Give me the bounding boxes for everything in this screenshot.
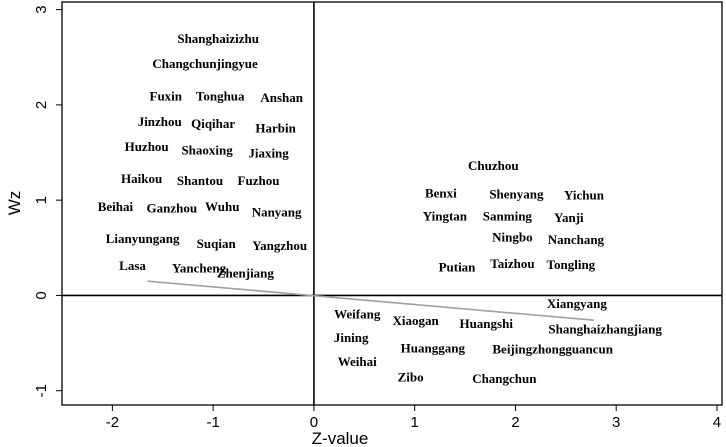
point-label: Weihai: [338, 354, 377, 369]
y-tick-label: 2: [33, 101, 50, 109]
point-label: Xiangyang: [547, 296, 607, 311]
point-label: Haikou: [121, 171, 162, 186]
point-label: Xiaogan: [393, 313, 440, 328]
point-label: Yangzhou: [252, 238, 307, 253]
reference-lines: [62, 2, 722, 405]
point-label: Shaoxing: [181, 143, 233, 158]
point-label: Weifang: [334, 306, 381, 321]
y-tick-label: 1: [33, 196, 50, 204]
point-label: Zibo: [398, 369, 424, 384]
point-label: Huanggang: [401, 341, 466, 356]
point-label: Huzhou: [125, 139, 169, 154]
regression-line: [147, 280, 595, 322]
point-label: Changchunjingyue: [152, 56, 258, 71]
point-label: Taizhou: [490, 256, 534, 271]
point-label: Shenyang: [489, 186, 544, 201]
y-axis-ticks: -1 0 1 2 3: [33, 5, 62, 397]
point-label: Fuxin: [150, 88, 183, 103]
point-label: Anshan: [260, 90, 303, 105]
y-tick-label: 3: [33, 5, 50, 13]
point-label: Shantou: [177, 173, 223, 188]
point-label: Yancheng: [172, 261, 227, 276]
point-label: Qiqihar: [191, 116, 235, 131]
point-label: Nanchang: [548, 232, 605, 247]
point-label: Ganzhou: [147, 201, 198, 216]
point-label: Tongling: [547, 257, 596, 272]
point-label: Benxi: [425, 185, 457, 200]
fit-line-group: [147, 280, 595, 322]
plot-frame: [61, 1, 723, 406]
point-label: Yingtan: [423, 208, 468, 223]
y-axis-title: Wz: [5, 191, 24, 216]
point-label: Wuhu: [205, 199, 239, 214]
point-labels: Shanghaizizhu Changchunjingyue Fuxin Tonghu…: [98, 31, 663, 386]
point-label: Tonghua: [196, 88, 245, 103]
point-label: Jiaxing: [248, 145, 289, 160]
point-label: Shanghaizizhu: [177, 31, 259, 46]
point-label: Jining: [334, 330, 369, 345]
point-label: Lasa: [119, 258, 146, 273]
point-label: Yichun: [564, 187, 605, 202]
point-label: Nanyang: [252, 204, 302, 219]
x-tick-label: 0: [310, 414, 318, 431]
x-tick-label: -1: [206, 414, 219, 431]
point-label: Ningbo: [492, 229, 532, 244]
point-label: Beijingzhongguancun: [492, 342, 613, 357]
x-tick-label: -2: [106, 414, 119, 431]
point-label: Shanghaizhangjiang: [548, 322, 662, 337]
point-label: Zhenjiang: [217, 265, 275, 280]
point-label: Putian: [439, 260, 477, 275]
x-axis-title: Z-value: [312, 429, 369, 447]
x-tick-label: 3: [612, 414, 620, 431]
point-label: Beihai: [98, 199, 134, 214]
point-label: Sanming: [483, 208, 533, 223]
x-axis-ticks: -2 -1 0 1 2 3 4: [106, 405, 721, 431]
point-label: Jinzhou: [138, 114, 182, 129]
point-label: Lianyungang: [106, 231, 180, 246]
x-tick-label: 2: [511, 414, 519, 431]
x-tick-label: 1: [410, 414, 418, 431]
point-label: Yanji: [554, 210, 584, 225]
point-label: Huangshi: [459, 316, 513, 331]
point-label: Harbin: [255, 121, 296, 136]
point-label: Fuzhou: [238, 173, 280, 188]
point-label: Chuzhou: [468, 158, 519, 173]
y-tick-label: 0: [33, 291, 50, 299]
point-label: Changchun: [472, 371, 537, 386]
y-tick-label: -1: [33, 384, 50, 397]
x-tick-label: 4: [713, 414, 721, 431]
point-label: Suqian: [197, 236, 237, 251]
